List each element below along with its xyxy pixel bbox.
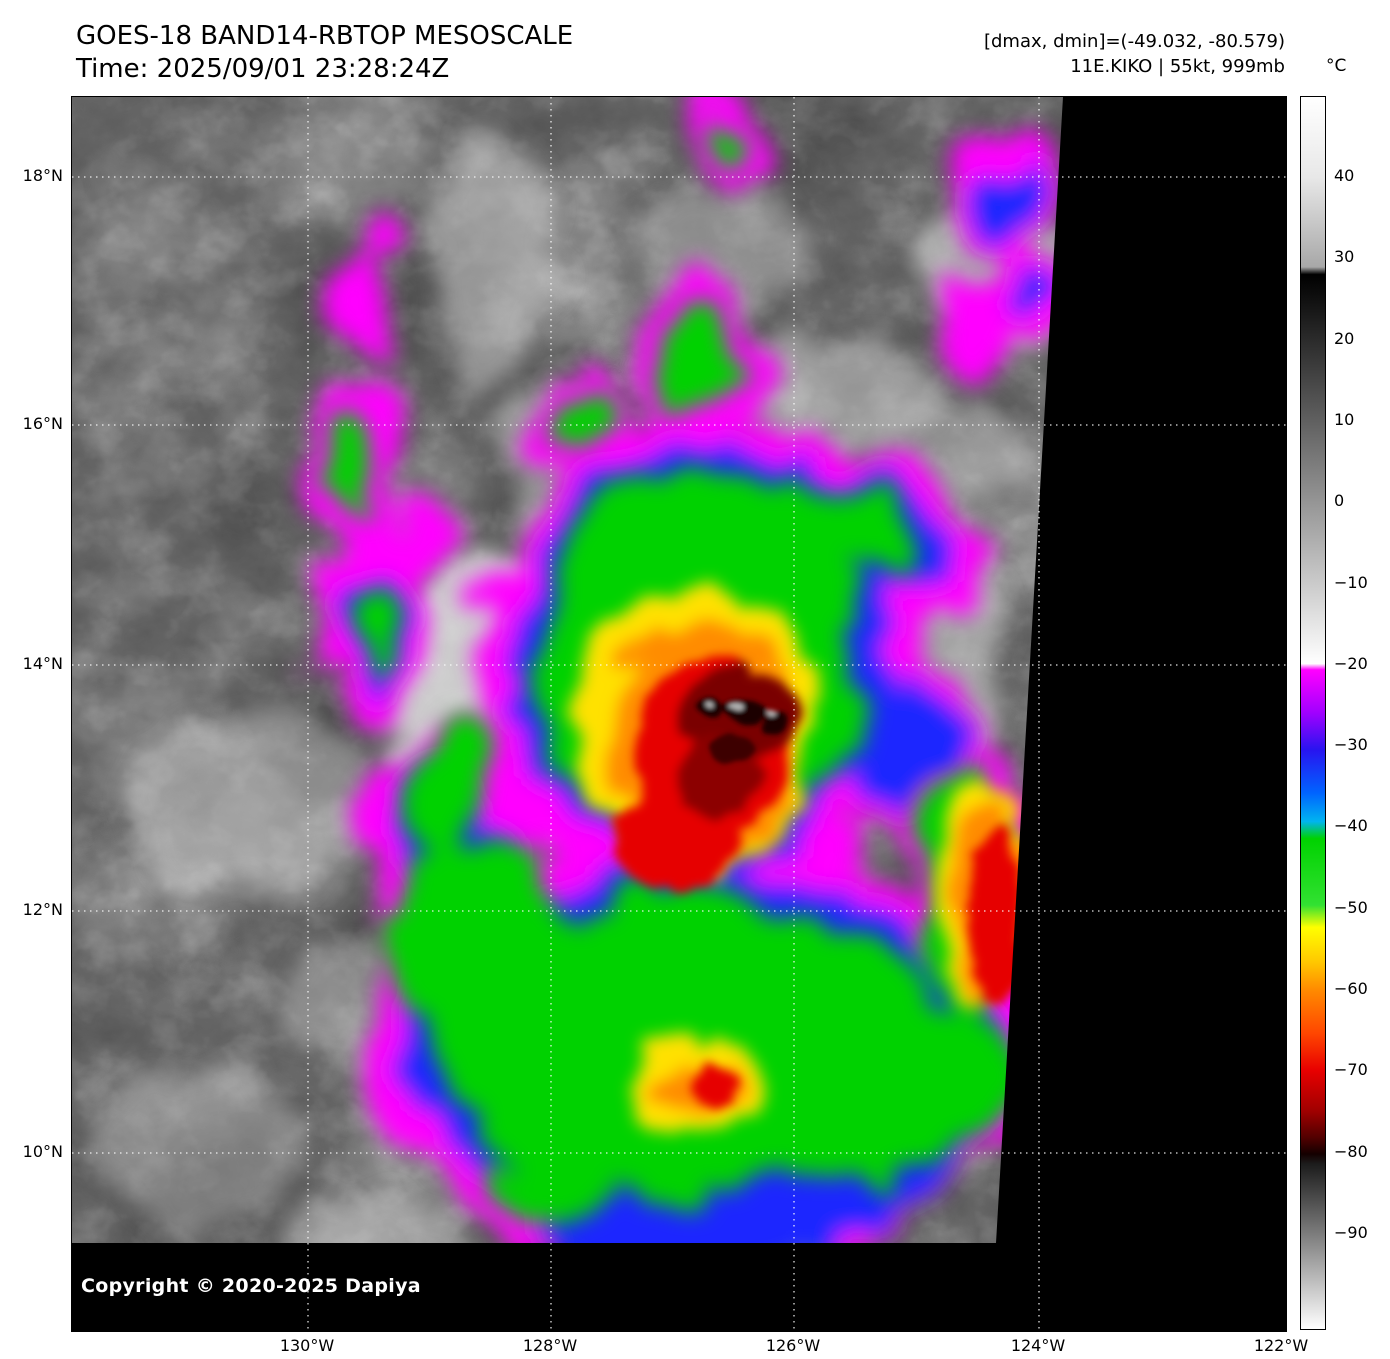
lat-label-16n: 16°N [22, 414, 63, 433]
lat-label-18n: 18°N [22, 166, 63, 185]
product-title: GOES-18 BAND14-RBTOP MESOSCALE [76, 21, 574, 51]
colorbar-tick-m50: −50 [1334, 898, 1368, 917]
colorbar-tick-m10: −10 [1334, 573, 1368, 592]
graticule-gridlines [72, 97, 1286, 1331]
lon-label-128w: 128°W [522, 1336, 578, 1355]
overshooting-tops-layer [693, 698, 787, 761]
temperature-colorbar [1300, 96, 1326, 1330]
satellite-imagery [72, 97, 1286, 1331]
satellite-map-frame: Copyright © 2020-2025 Dapiya [71, 96, 1287, 1332]
colorbar-tick-m60: −60 [1334, 979, 1368, 998]
lat-label-14n: 14°N [22, 654, 63, 673]
colorbar-tick-40: 40 [1334, 166, 1355, 185]
no-data-region [72, 97, 1286, 1331]
colorbar-tick-m40: −40 [1334, 816, 1368, 835]
colorbar-tick-m90: −90 [1334, 1223, 1368, 1242]
colorbar-tick-m70: −70 [1334, 1060, 1368, 1079]
colorbar-tick-10: 10 [1334, 410, 1355, 429]
copyright-notice: Copyright © 2020-2025 Dapiya [81, 1275, 421, 1297]
lon-label-126w: 126°W [765, 1336, 821, 1355]
colorbar-tick-30: 30 [1334, 247, 1355, 266]
colorbar-tick-0: 0 [1334, 491, 1345, 510]
storm-info-annotation: 11E.KIKO | 55kt, 999mb [1070, 56, 1285, 77]
lon-label-124w: 124°W [1010, 1336, 1066, 1355]
colorbar-tick-m20: −20 [1334, 654, 1368, 673]
lat-label-10n: 10°N [22, 1142, 63, 1161]
colorbar-unit-label: °C [1326, 56, 1347, 76]
lon-label-130w: 130°W [279, 1336, 335, 1355]
colorbar-tick-m30: −30 [1334, 735, 1368, 754]
colorbar-tick-m80: −80 [1334, 1142, 1368, 1161]
dmax-dmin-annotation: [dmax, dmin]=(-49.032, -80.579) [983, 31, 1285, 52]
lon-label-122w: 122°W [1253, 1336, 1309, 1355]
lat-label-12n: 12°N [22, 900, 63, 919]
timestamp-label: Time: 2025/09/01 23:28:24Z [76, 54, 450, 84]
colorbar-tick-20: 20 [1334, 329, 1355, 348]
